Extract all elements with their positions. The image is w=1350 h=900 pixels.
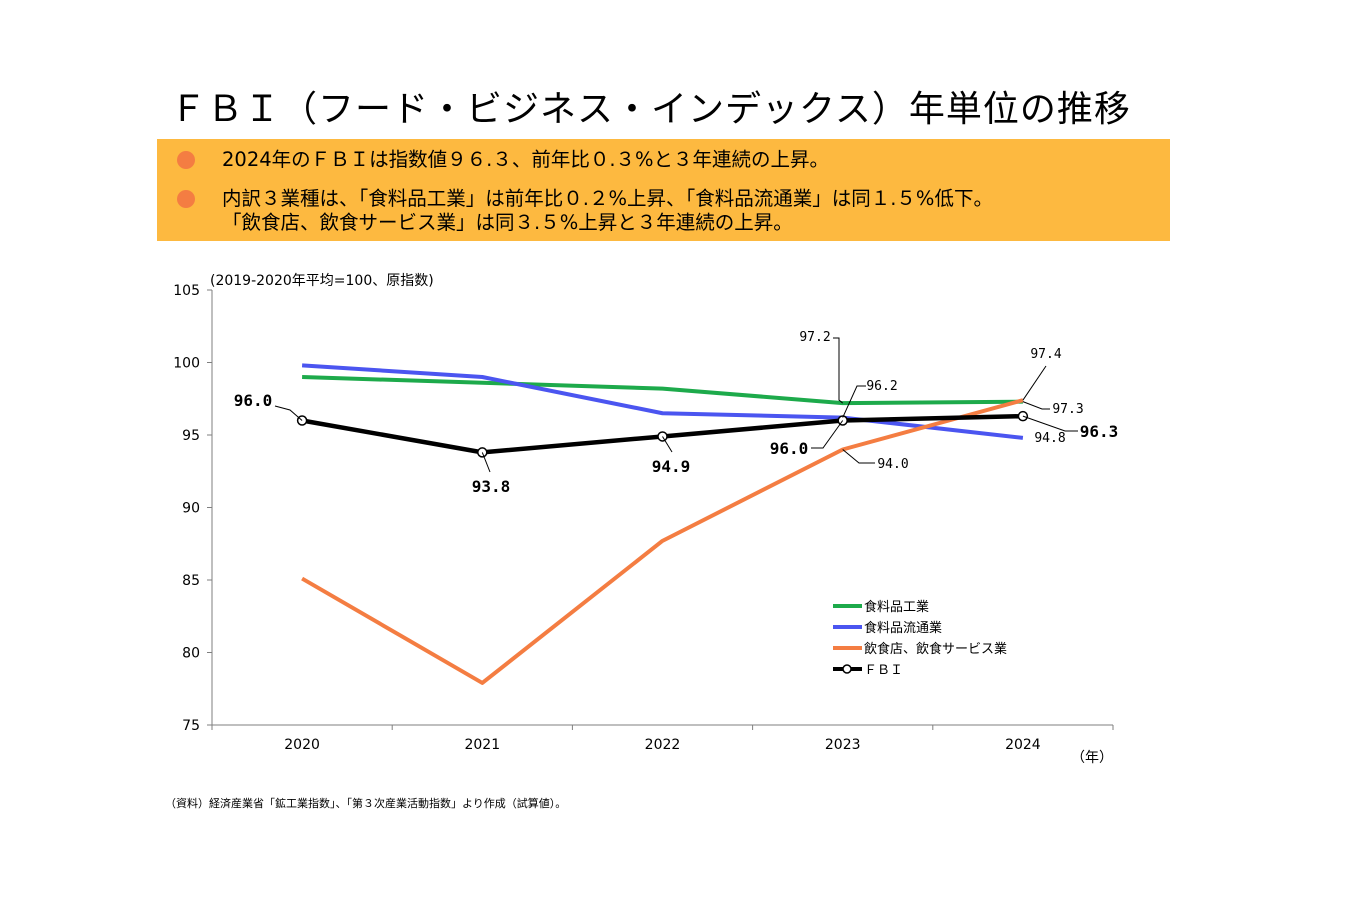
y-tick-label: 90 <box>182 501 200 517</box>
data-label-fbi-2023: 96.0 <box>770 439 809 458</box>
summary-line: 内訳３業種は、「食料品工業」は前年比０.２%上昇、「食料品流通業」は同１.５%低… <box>222 187 993 210</box>
x-tick-label: 2022 <box>645 737 681 753</box>
data-label-fbi-2021: 93.8 <box>472 477 511 496</box>
legend-label-restaurant: 飲食店、飲食サービス業 <box>864 641 1007 657</box>
legend-label-food_distribution: 食料品流通業 <box>864 620 942 636</box>
chart-annotations: 96.0 93.8 94.9 96.0 96.3 97.2 96.2 94.0 97.4 97.3… <box>234 330 1119 496</box>
data-label-distribution-2024: 94.8 <box>1034 431 1065 446</box>
annotation-leader-line <box>842 385 866 418</box>
x-tick-label: 2020 <box>284 737 320 753</box>
y-tick-label: 100 <box>173 356 200 372</box>
summary-line: 「飲食店、飲食サービス業」は同３.５%上昇と３年連続の上昇。 <box>222 211 793 234</box>
x-tick-label: 2021 <box>464 737 500 753</box>
x-tick-label: 2023 <box>825 737 861 753</box>
data-label-food-industry-2023: 97.2 <box>799 330 830 345</box>
data-label-fbi-2024: 96.3 <box>1080 422 1119 441</box>
data-label-fbi-2020: 96.0 <box>234 391 273 410</box>
source-note: （資料）経済産業省「鉱工業指数」、「第３次産業活動指数」より作成（試算値）。 <box>165 797 567 810</box>
annotation-leader-line <box>662 436 673 453</box>
annotation-leader-line <box>481 452 491 473</box>
annotation-leader-line <box>842 449 875 464</box>
legend-label-food_industry: 食料品工業 <box>864 599 929 615</box>
data-label-restaurant-2024: 97.4 <box>1030 347 1061 362</box>
y-tick-label: 105 <box>173 283 200 299</box>
summary-box: 2024年のＦＢＩは指数値９６.３、前年比０.３%と３年連続の上昇。 内訳３業種… <box>157 139 1170 241</box>
annotation-leader-line <box>833 337 844 404</box>
legend-label-fbi: ＦＢＩ <box>864 663 903 678</box>
x-axis-unit: （年） <box>1071 750 1113 766</box>
summary-line: 2024年のＦＢＩは指数値９６.３、前年比０.３%と３年連続の上昇。 <box>222 148 830 171</box>
data-label-food-industry-2024: 97.3 <box>1052 402 1083 417</box>
annotation-leader-line <box>274 405 303 421</box>
series-line-food_industry <box>302 375 1023 406</box>
y-tick-label: 85 <box>182 573 200 589</box>
chart-axes: 105 100 95 90 85 80 75 2020 2021 2022 2023 2024 （年） (… <box>173 273 1114 766</box>
y-axis-unit-note: (2019-2020年平均=100、原指数) <box>210 273 434 289</box>
annotation-leader-line <box>811 420 844 449</box>
annotation-leader-line <box>1022 415 1078 432</box>
series-line-food_distribution <box>301 363 1024 440</box>
bullet-dot-icon <box>177 151 195 169</box>
bullet-dot-icon <box>177 190 195 208</box>
data-label-fbi-2022: 94.9 <box>652 457 691 476</box>
annotation-leader-line <box>1022 365 1047 401</box>
series-line-restaurant <box>301 398 1024 685</box>
page-title: ＦＢＩ（フード・ビジネス・インデックス）年単位の推移 <box>170 89 1131 130</box>
data-label-distribution-2023: 96.2 <box>866 379 897 394</box>
y-tick-label: 80 <box>182 646 200 662</box>
legend-marker-fbi <box>842 664 852 674</box>
annotation-leader-line <box>1022 401 1050 410</box>
y-tick-label: 75 <box>182 718 200 734</box>
data-label-restaurant-2023: 94.0 <box>877 457 908 472</box>
x-tick-label: 2024 <box>1005 737 1041 753</box>
y-tick-label: 95 <box>182 428 200 444</box>
